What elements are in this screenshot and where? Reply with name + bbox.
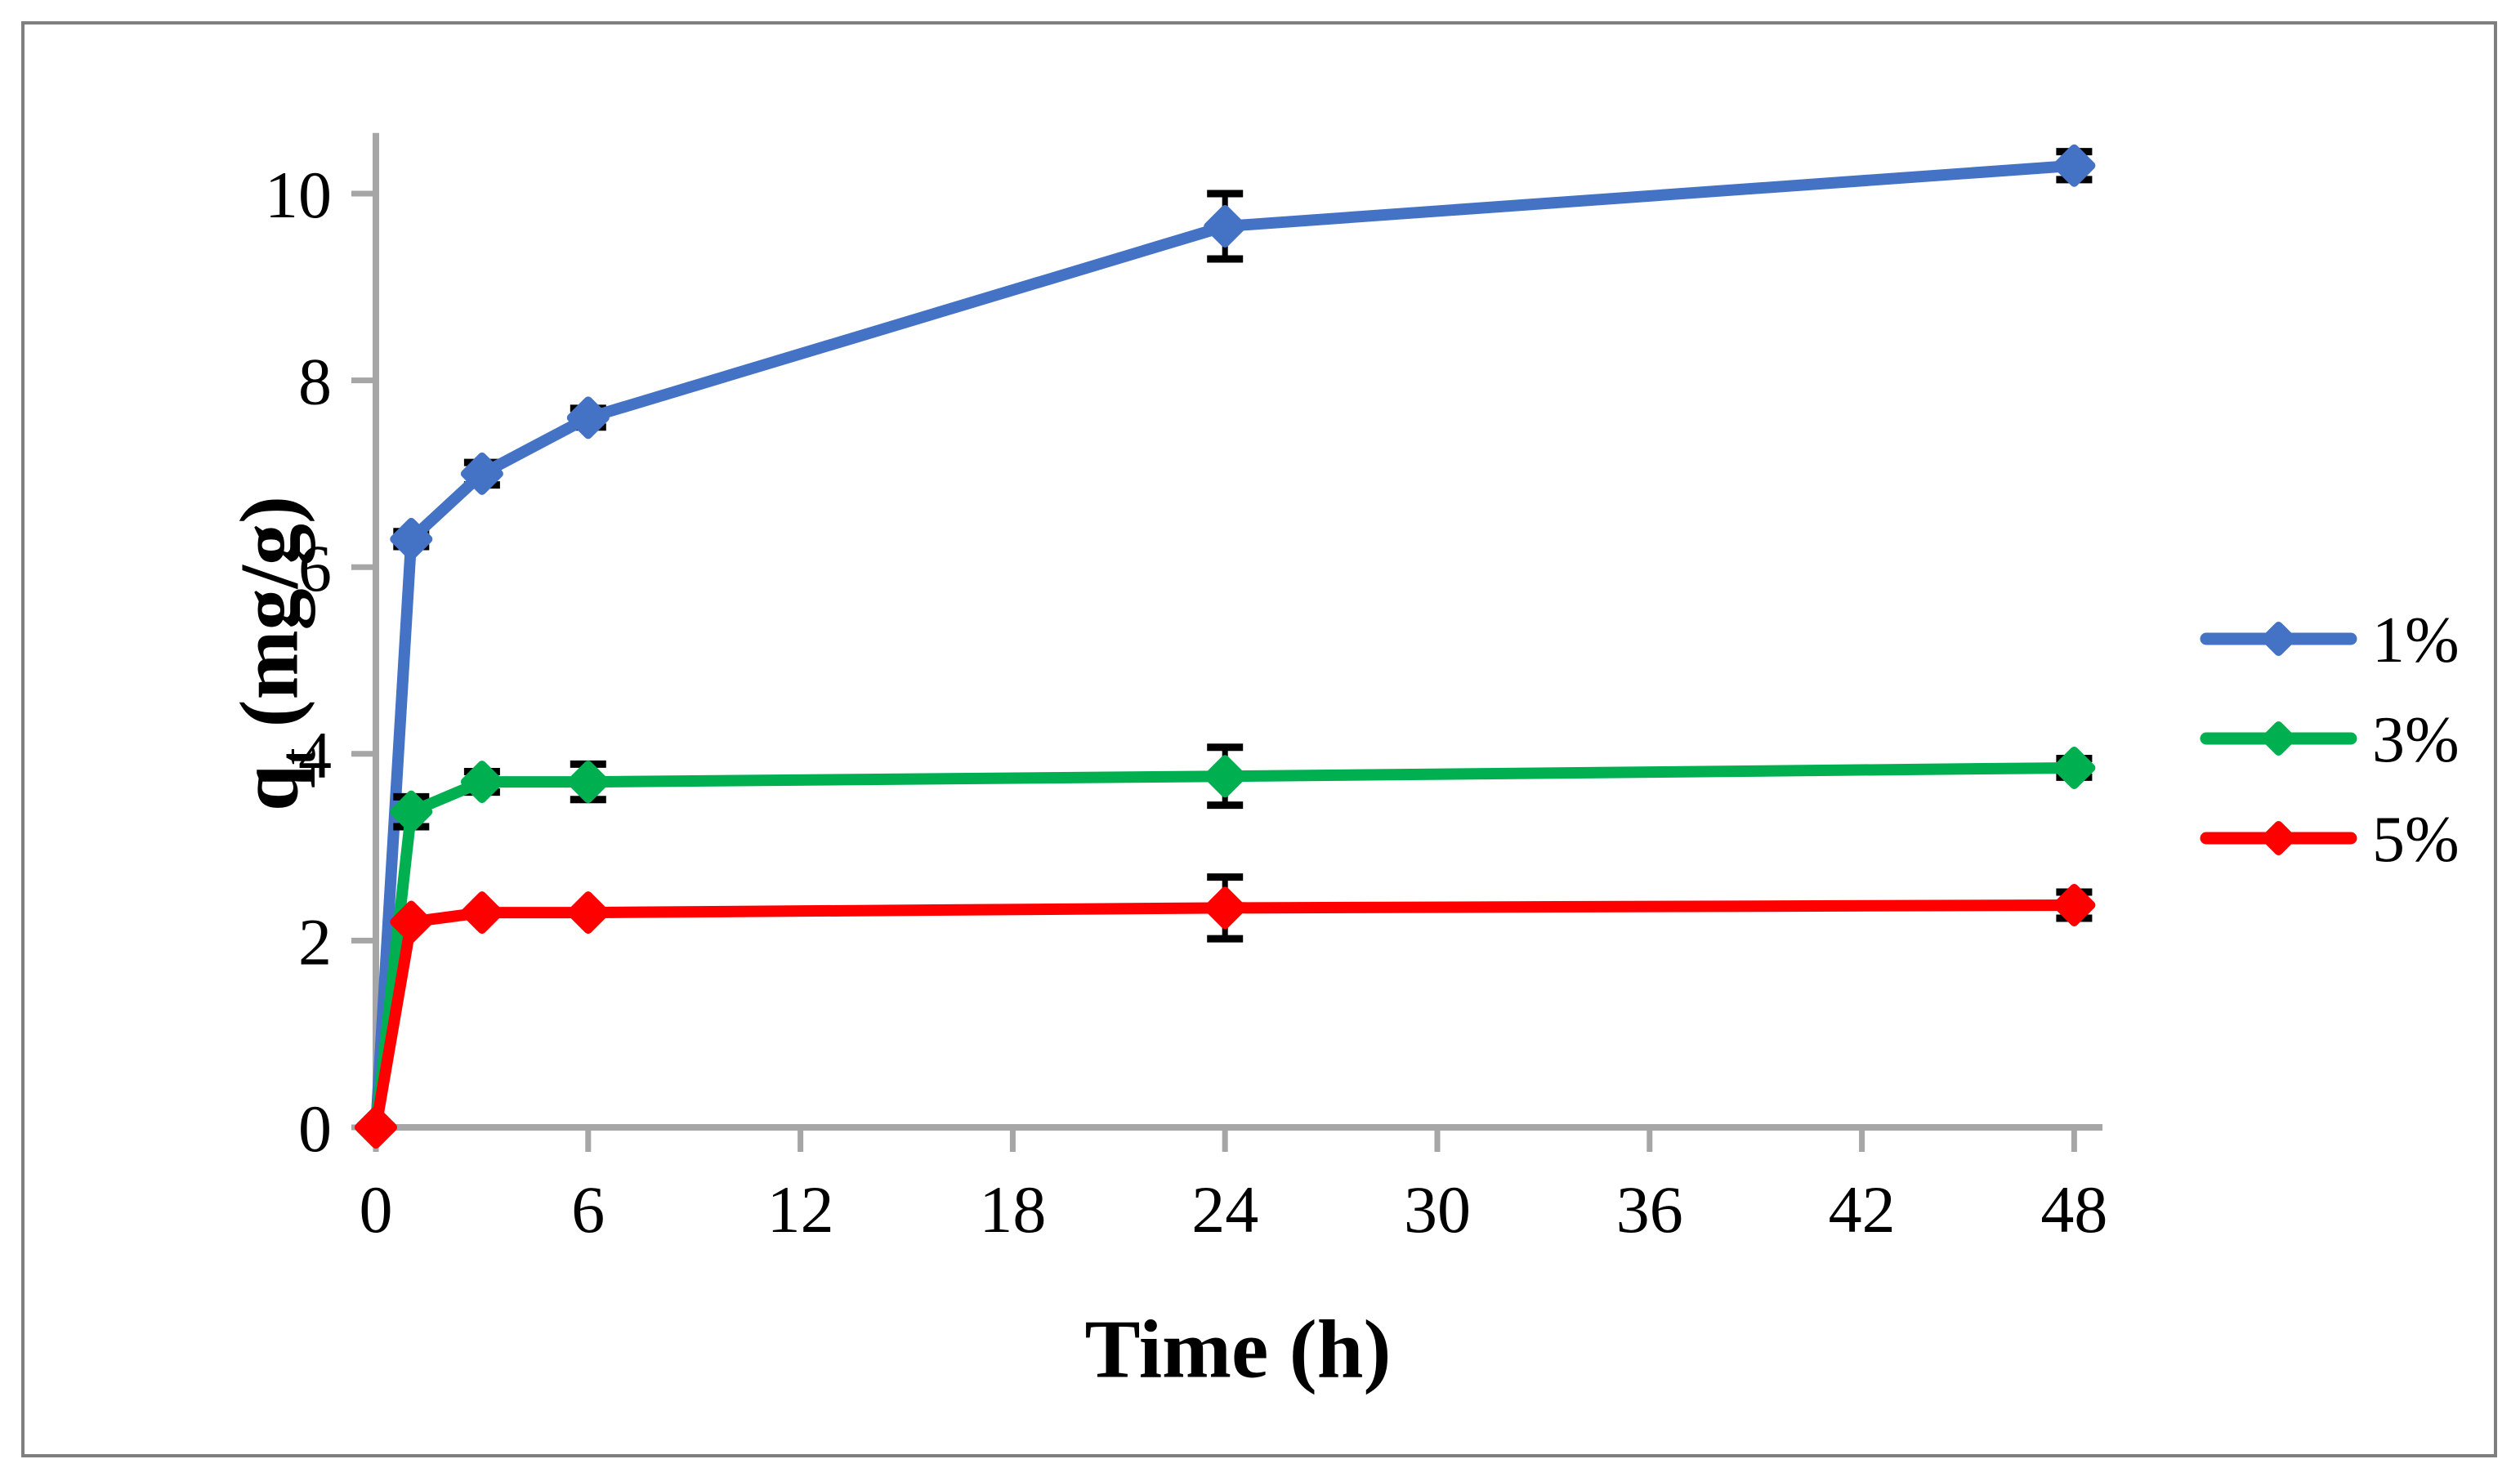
data-marker-1%: [566, 396, 610, 440]
y-tick-label: 0: [298, 1091, 332, 1166]
figure-border: [21, 21, 2497, 1457]
data-marker-5%: [355, 1106, 397, 1149]
data-marker-3%: [390, 790, 433, 833]
x-tick-label: 0: [360, 1172, 393, 1247]
y-tick-label: 10: [265, 158, 332, 232]
series-line-5%: [370, 899, 2080, 1133]
y-tick-label: 2: [298, 904, 332, 979]
y-axis-title: qt (mg/g): [222, 496, 326, 811]
x-tick-label: 12: [767, 1172, 834, 1247]
series-line-3%: [370, 761, 2080, 1133]
x-axis-title: Time (h): [1084, 1303, 1392, 1396]
y-tick-label: 8: [298, 345, 332, 419]
x-tick-label: 48: [2040, 1172, 2107, 1247]
data-marker-5%: [2053, 883, 2096, 926]
data-marker-5%: [566, 891, 610, 935]
y-axis-title-sub: t: [270, 747, 326, 765]
data-marker-5%: [1204, 886, 1247, 930]
data-marker-5%: [460, 891, 503, 935]
legend-marker-1%: [2261, 622, 2296, 656]
x-tick-label: 30: [1404, 1172, 1471, 1247]
data-marker-1%: [2053, 144, 2096, 187]
y-axis-title-base: q: [223, 765, 316, 811]
legend-marker-3%: [2261, 721, 2296, 756]
legend-label-5%: 5%: [2372, 804, 2460, 876]
y-tick-label: 6: [298, 531, 332, 605]
legend-label-1%: 1%: [2372, 605, 2460, 676]
data-marker-1%: [1204, 205, 1247, 248]
y-tick-label: 4: [298, 718, 332, 792]
data-marker-3%: [460, 761, 503, 804]
x-tick-label: 18: [979, 1172, 1046, 1247]
data-marker-3%: [2053, 746, 2096, 789]
data-marker-3%: [566, 761, 610, 804]
legend-label-3%: 3%: [2372, 704, 2460, 776]
data-marker-3%: [1204, 755, 1247, 798]
x-tick-label: 6: [571, 1172, 605, 1247]
data-marker-1%: [460, 452, 503, 495]
series-line-1%: [370, 159, 2080, 1133]
data-marker-1%: [390, 517, 433, 560]
x-tick-label: 42: [1829, 1172, 1896, 1247]
y-axis-title-rest: (mg/g): [223, 496, 316, 748]
x-tick-label: 36: [1616, 1172, 1683, 1247]
data-marker-5%: [390, 900, 433, 944]
x-tick-label: 24: [1191, 1172, 1258, 1247]
legend-marker-5%: [2261, 821, 2296, 855]
